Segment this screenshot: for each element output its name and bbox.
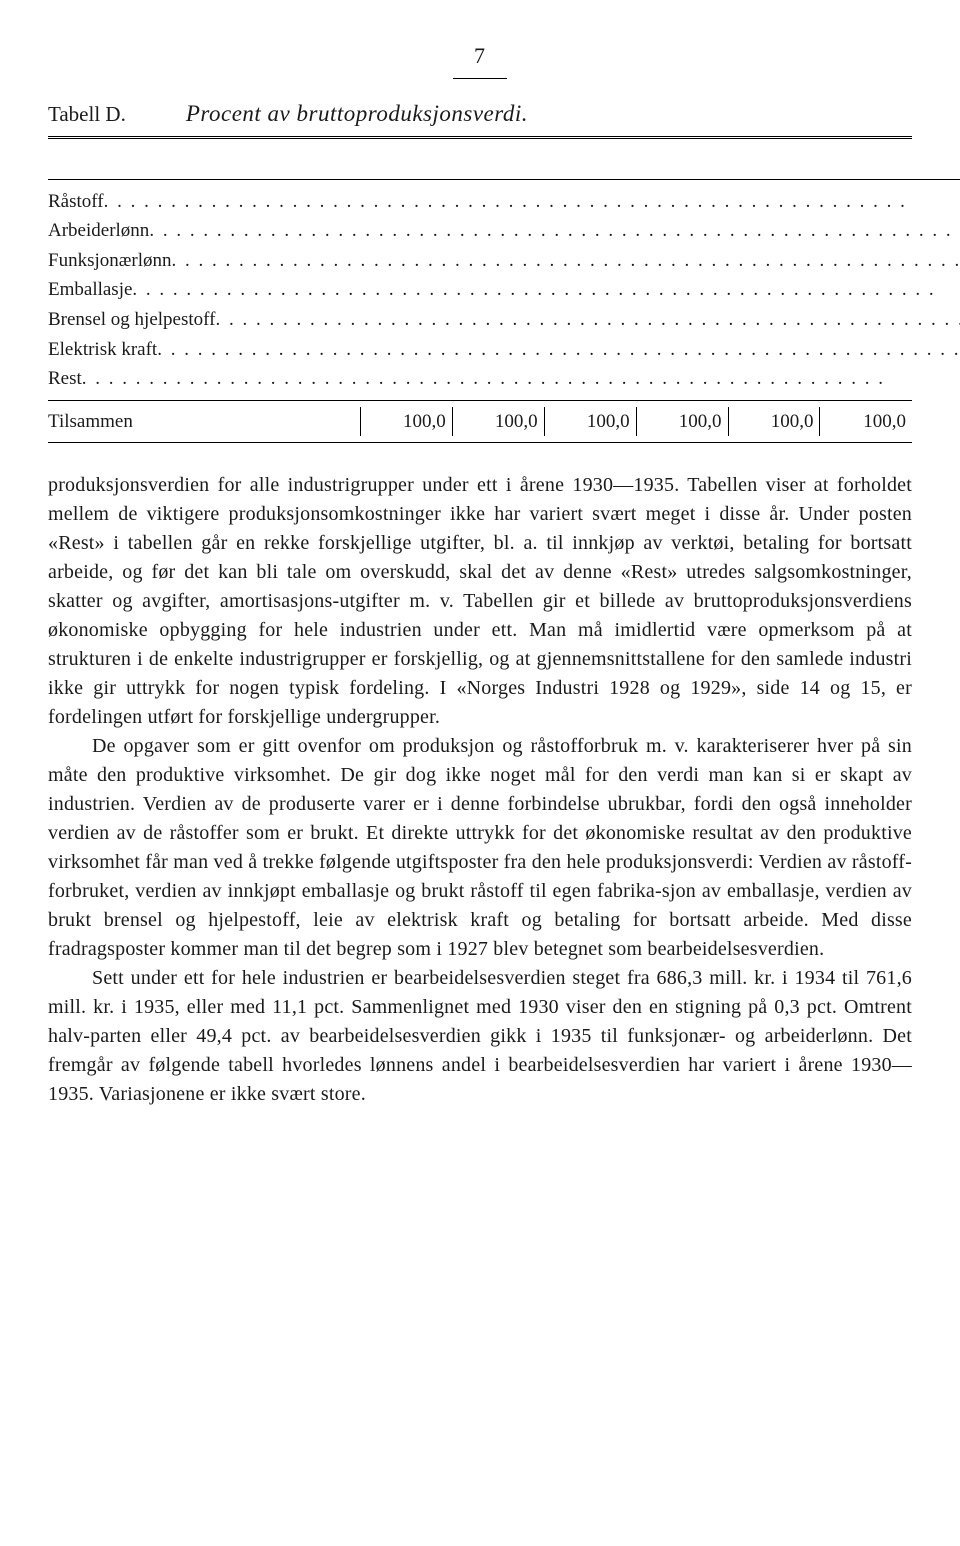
stub-header (48, 139, 960, 179)
table-header: Tabell D. Procent av bruttoproduksjonsve… (48, 97, 912, 130)
totals-table: Tilsammen 100,0 100,0 100,0 100,0 100,0 … (48, 407, 912, 437)
table-caption: Procent av bruttoproduksjonsverdi. (186, 97, 528, 130)
table-row: Rest . . . . . . . . . . . . . . . . . .… (48, 364, 960, 394)
total-cell: 100,0 (360, 407, 452, 437)
total-cell: 100,0 (728, 407, 820, 437)
total-cell: 100,0 (820, 407, 912, 437)
table-row: Arbeiderlønn . . . . . . . . . . . . . .… (48, 216, 960, 246)
total-cell: 100,0 (544, 407, 636, 437)
table-row: Funksjonærlønn . . . . . . . . . . . . .… (48, 246, 960, 276)
table-mid-rule (48, 400, 912, 401)
table-label: Tabell D. (48, 99, 126, 129)
page-number: 7 (48, 40, 912, 72)
total-cell: 100,0 (452, 407, 544, 437)
paragraph: De opgaver som er gitt ovenfor om produk… (48, 732, 912, 964)
total-cell: 100,0 (636, 407, 728, 437)
table-row: Brensel og hjelpestoff . . . . . . . . .… (48, 305, 960, 335)
page-number-rule (453, 78, 507, 79)
row-label: Elektrisk kraft . . . . . . . . . . . . … (48, 335, 960, 365)
paragraph: produksjonsverdien for alle industrigrup… (48, 471, 912, 732)
row-label: Arbeiderlønn . . . . . . . . . . . . . .… (48, 216, 960, 246)
total-label: Tilsammen (48, 407, 360, 437)
data-table: 1930 1931 1932 1933 1934 1935 Råstoff . … (48, 139, 960, 393)
table-bottom-rule (48, 442, 912, 443)
row-label: Råstoff . . . . . . . . . . . . . . . . … (48, 179, 960, 216)
table-row: Emballasje . . . . . . . . . . . . . . .… (48, 275, 960, 305)
total-row: Tilsammen 100,0 100,0 100,0 100,0 100,0 … (48, 407, 912, 437)
row-label: Funksjonærlønn . . . . . . . . . . . . .… (48, 246, 960, 276)
table-row: Råstoff . . . . . . . . . . . . . . . . … (48, 179, 960, 216)
table-row: Elektrisk kraft . . . . . . . . . . . . … (48, 335, 960, 365)
table-year-row: 1930 1931 1932 1933 1934 1935 (48, 139, 960, 179)
paragraph: Sett under ett for hele industrien er be… (48, 964, 912, 1109)
body-text: produksjonsverdien for alle industrigrup… (48, 471, 912, 1109)
row-label: Brensel og hjelpestoff . . . . . . . . .… (48, 305, 960, 335)
row-label: Rest . . . . . . . . . . . . . . . . . .… (48, 364, 960, 394)
row-label: Emballasje . . . . . . . . . . . . . . .… (48, 275, 960, 305)
